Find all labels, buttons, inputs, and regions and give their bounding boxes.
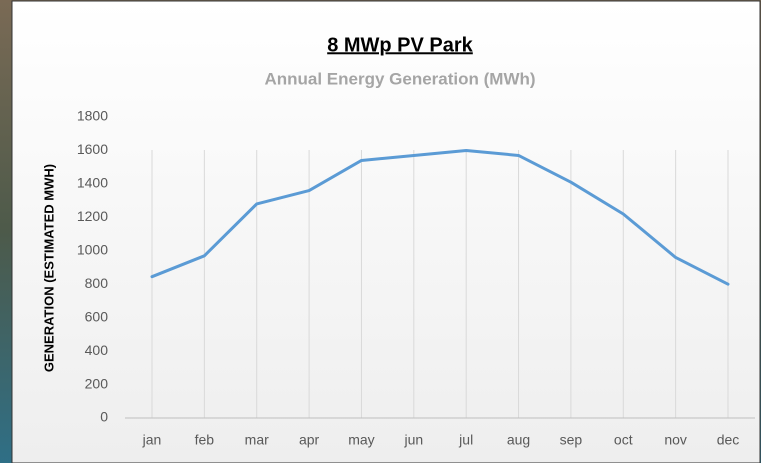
y-tick-label: 1400 bbox=[77, 175, 108, 191]
x-tick-label: jul bbox=[458, 432, 473, 448]
y-axis-label: GENERATION (ESTIMATED MWH) bbox=[41, 164, 56, 372]
x-tick-label: nov bbox=[664, 432, 687, 448]
x-tick-label: mar bbox=[245, 432, 269, 448]
y-tick-label: 1800 bbox=[77, 108, 108, 124]
y-tick-label: 200 bbox=[85, 375, 109, 391]
y-tick-label: 1200 bbox=[77, 208, 108, 224]
x-tick-label: jun bbox=[403, 432, 423, 448]
x-tick-label: oct bbox=[614, 432, 633, 448]
y-tick-label: 600 bbox=[85, 308, 109, 324]
chart: 8 MWp PV Park Annual Energy Generation (… bbox=[0, 0, 761, 463]
chart-subtitle: Annual Energy Generation (MWh) bbox=[264, 69, 535, 88]
chart-title: 8 MWp PV Park bbox=[327, 34, 473, 56]
y-tick-label: 0 bbox=[100, 409, 108, 425]
x-tick-label: apr bbox=[299, 432, 320, 448]
x-tick-label: aug bbox=[507, 432, 530, 448]
y-tick-label: 400 bbox=[85, 342, 109, 358]
y-tick-label: 800 bbox=[85, 275, 109, 291]
x-tick-label: feb bbox=[195, 432, 215, 448]
x-tick-label: sep bbox=[560, 432, 583, 448]
x-tick-label: jan bbox=[142, 432, 162, 448]
y-tick-label: 1000 bbox=[77, 241, 108, 257]
x-tick-label: may bbox=[348, 432, 374, 448]
x-tick-label: dec bbox=[717, 432, 740, 448]
y-tick-label: 1600 bbox=[77, 141, 108, 157]
